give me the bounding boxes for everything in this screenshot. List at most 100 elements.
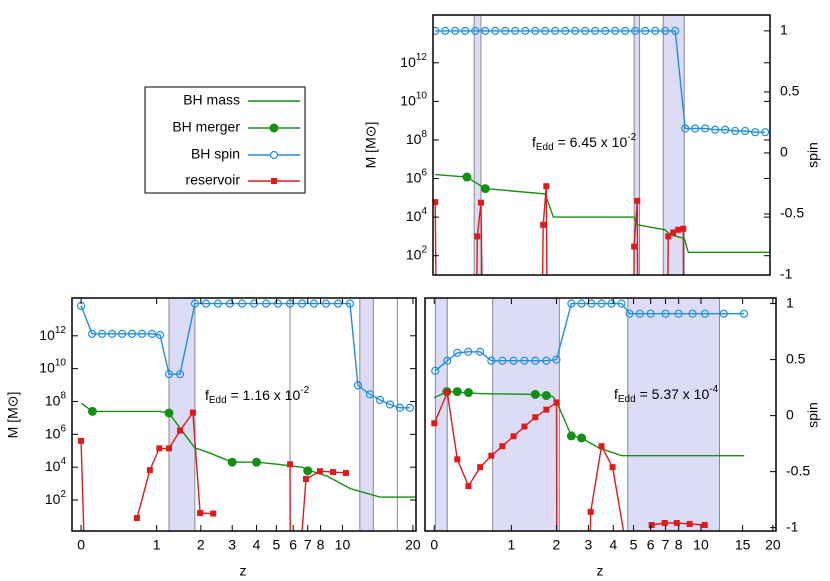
- legend-marker: [269, 123, 279, 133]
- x-tick-label: 6: [289, 537, 297, 553]
- spin-point: [577, 299, 586, 308]
- legend-box: [144, 86, 306, 194]
- y-tick-label: 1012: [400, 51, 427, 69]
- reservoir-point: [477, 199, 484, 206]
- reservoir-point: [510, 433, 517, 440]
- spin-point: [395, 403, 404, 412]
- spin-point: [345, 299, 355, 308]
- eddington-annotation: fEdd = 5.37 x 10-4: [614, 384, 719, 405]
- reservoir-point: [670, 229, 677, 236]
- spin-point: [674, 309, 683, 318]
- merger-point: [452, 387, 462, 397]
- x-tick-label: 7: [662, 537, 670, 553]
- spin-point: [671, 26, 680, 35]
- y2-tick-label: -1: [780, 266, 793, 282]
- spin-point: [597, 299, 606, 308]
- spin-point: [631, 26, 640, 35]
- reservoir-point: [701, 522, 708, 529]
- active-phase: [627, 298, 721, 531]
- spin-point: [661, 309, 670, 318]
- spin-point: [262, 299, 271, 308]
- reservoir-point: [287, 461, 294, 468]
- spin-point: [621, 26, 630, 35]
- merger-point: [577, 433, 587, 443]
- spin-point: [405, 403, 415, 412]
- spin-point: [433, 26, 440, 35]
- reservoir-point: [587, 508, 594, 515]
- spin-point: [691, 124, 700, 133]
- x-tick-label: 5: [630, 537, 638, 553]
- reservoir-point: [189, 409, 196, 416]
- spin-point: [688, 309, 697, 318]
- reservoir-point: [302, 476, 309, 483]
- y-tick-label: 102: [45, 489, 67, 507]
- reservoir-point: [609, 464, 616, 471]
- x-tick-label: 8: [675, 537, 683, 553]
- spin-point: [646, 309, 655, 318]
- spin-point: [571, 26, 580, 35]
- spin-point: [601, 26, 610, 35]
- reservoir-point: [454, 456, 461, 463]
- merger-point: [227, 457, 237, 467]
- merger-point: [164, 408, 174, 418]
- annotation-part: -2: [627, 132, 636, 143]
- plot-frame: [424, 297, 777, 532]
- spin-point: [127, 329, 137, 338]
- merger-point: [462, 172, 472, 182]
- y-axis-label: M [M⊙]: [363, 122, 379, 169]
- x-tick-label: 20: [765, 537, 781, 553]
- eddington-annotation: fEdd = 1.16 x 10-2: [205, 385, 310, 406]
- reservoir-point: [661, 519, 668, 526]
- plot-area: [433, 15, 770, 275]
- reservoir-point: [488, 452, 495, 459]
- legend-label: reservoir: [186, 172, 241, 188]
- spin-point: [431, 366, 440, 375]
- y-tick-label: 104: [406, 206, 428, 224]
- x-tick-label: 6: [647, 537, 655, 553]
- series-line: [435, 30, 766, 133]
- x-tick-label: 1: [507, 537, 515, 553]
- annotation-part: f: [532, 134, 536, 150]
- y-tick-label: 1010: [39, 357, 66, 375]
- spin-point: [249, 299, 259, 308]
- y2-axis-label: spin: [805, 402, 821, 428]
- spin-point: [520, 356, 529, 365]
- y-tick-label: 108: [406, 129, 428, 147]
- y-axis-label: M [M⊙]: [5, 392, 21, 439]
- active-phase: [473, 15, 482, 275]
- reservoir-point: [133, 515, 140, 522]
- spin-point: [155, 330, 165, 340]
- x-tick-label: 4: [609, 537, 617, 553]
- x-tick-label: 0: [77, 537, 85, 553]
- spin-point: [487, 356, 496, 365]
- spin-point: [297, 299, 307, 308]
- spin-point: [731, 126, 740, 136]
- y-tick-label: 1010: [400, 90, 427, 108]
- y2-tick-label: 0.5: [786, 350, 806, 366]
- x-tick-label: 7: [304, 537, 312, 553]
- spin-point: [117, 329, 127, 338]
- spin-point: [551, 26, 560, 35]
- series-line: [434, 302, 744, 372]
- spin-point: [711, 125, 720, 134]
- x-tick-label: 10: [693, 537, 709, 553]
- spin-point: [321, 299, 331, 308]
- reservoir-point: [686, 520, 693, 527]
- spin-point: [635, 309, 644, 318]
- legend-label: BH spin: [191, 146, 240, 162]
- reservoir-point: [665, 233, 672, 240]
- spin-point: [700, 309, 710, 318]
- reservoir-point: [177, 427, 184, 434]
- annotation-part: Edd: [209, 395, 227, 406]
- y-tick-label: 1012: [39, 324, 66, 342]
- y2-tick-label: 1: [786, 294, 794, 310]
- x-tick-label: 20: [405, 537, 421, 553]
- annotation-part: -2: [300, 385, 309, 396]
- y2-tick-label: 0: [780, 144, 788, 160]
- merger-point: [303, 466, 313, 476]
- reservoir-point: [543, 406, 550, 413]
- plot-area: [431, 298, 749, 531]
- annotation-part: Edd: [536, 142, 554, 153]
- spin-point: [625, 309, 634, 318]
